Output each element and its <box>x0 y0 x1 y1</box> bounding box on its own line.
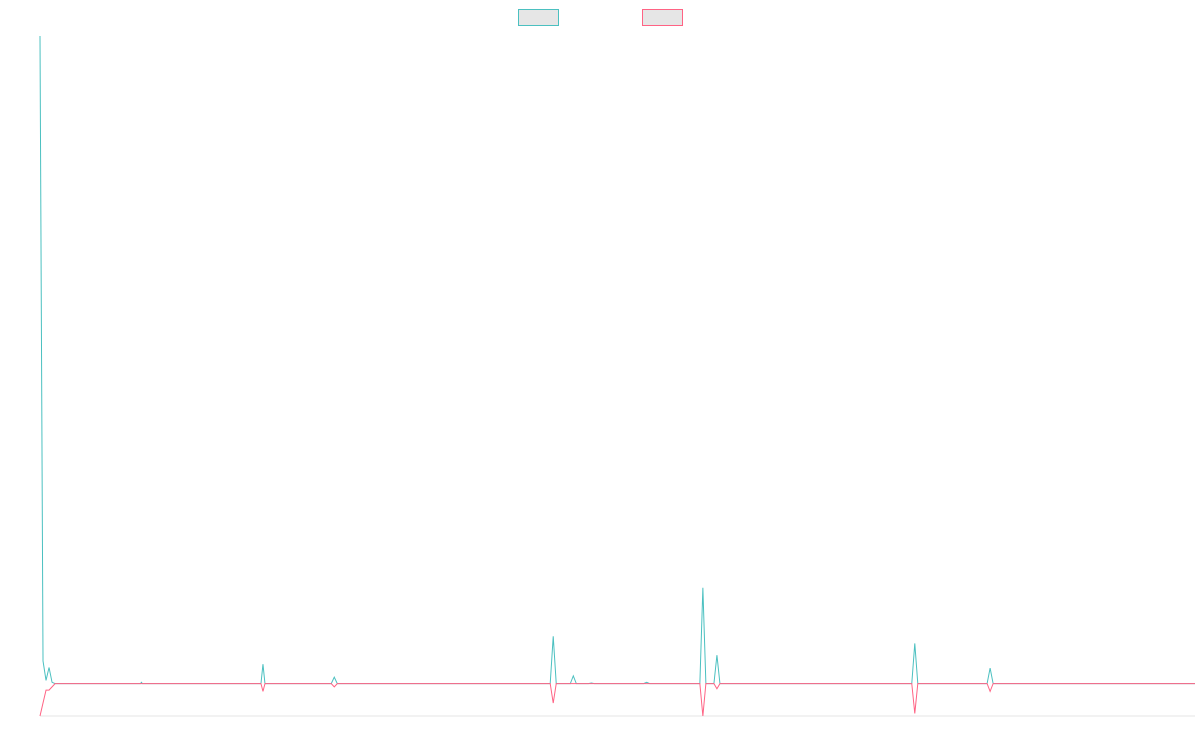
series-layer <box>39 35 1195 717</box>
legend-swatch-series-1[interactable] <box>518 9 559 26</box>
series-line-1 <box>39 35 1195 685</box>
legend <box>518 9 683 26</box>
series-line-2 <box>39 683 1195 717</box>
legend-swatch-series-2[interactable] <box>642 9 683 26</box>
